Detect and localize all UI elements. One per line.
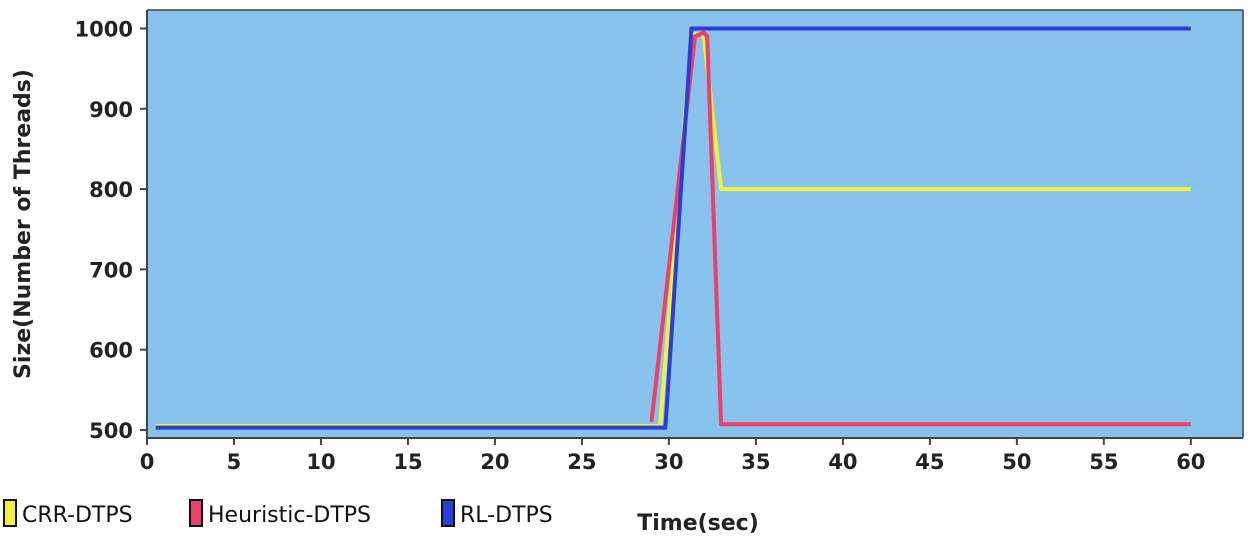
x-tick-label: 25 [567,450,596,474]
legend-label: RL-DTPS [460,503,553,528]
series-layer [155,26,1191,430]
y-tick-label: 500 [89,419,133,443]
x-tick-label: 10 [306,450,335,474]
y-tick-label: 900 [89,98,133,122]
legend-swatch [189,499,203,527]
legend-item: RL-DTPS [441,499,553,528]
y-axis-title: Size(Number of Threads) [11,69,36,379]
x-tick-label: 50 [1002,450,1031,474]
x-tick-label: 0 [140,450,155,474]
x-tick-label: 5 [227,450,242,474]
x-tick-label: 60 [1176,450,1205,474]
x-tick-label: 15 [393,450,422,474]
series-line [155,26,1191,430]
legend-item: Heuristic-DTPS [189,499,371,528]
legend-label: Heuristic-DTPS [208,503,371,528]
axes-layer: 0 5 10 15 20 25 30 35 40 45 50 55 60 500 600 700 800 900 1… [75,9,1244,474]
x-tick-label: 45 [915,450,944,474]
y-tick-label: 600 [89,339,133,363]
series-3 [155,26,1191,430]
y-tick-label: 800 [89,178,133,202]
plot-area [147,10,1243,438]
x-tick-label: 40 [828,450,857,474]
legend-item: CRR-DTPS [3,499,133,528]
x-tick-label: 30 [654,450,683,474]
legend-label: CRR-DTPS [22,503,133,528]
y-tick-label: 700 [89,258,133,282]
x-axis-title: Time(sec) [637,511,759,536]
x-tick-label: 55 [1089,450,1118,474]
legend: CRR-DTPS Heuristic-DTPS RL-DTPS [3,499,553,528]
x-tick-label: 20 [480,450,509,474]
legend-swatch [441,499,455,527]
y-tick-label: 1000 [75,17,133,41]
x-tick-label: 35 [741,450,770,474]
legend-swatch [3,499,17,527]
